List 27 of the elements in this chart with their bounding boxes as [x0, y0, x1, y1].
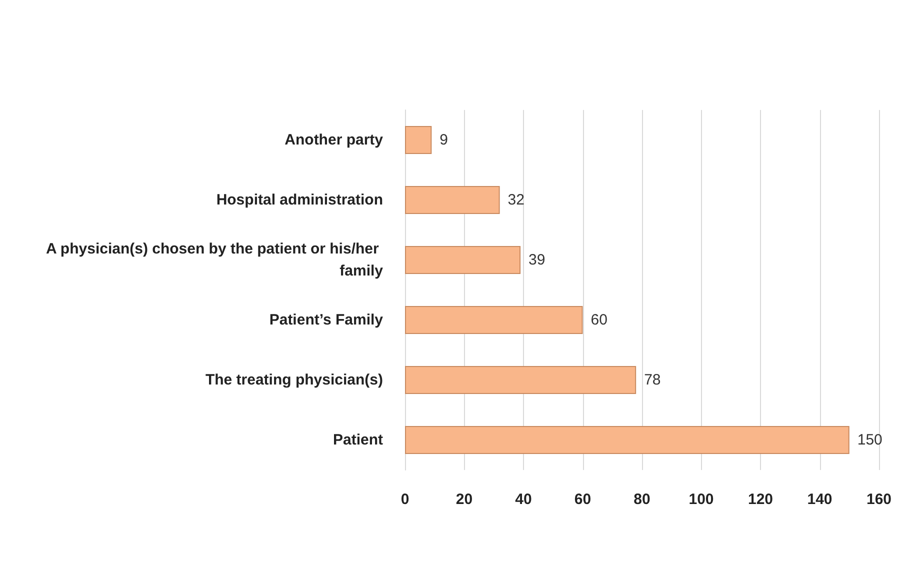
bar	[405, 126, 432, 154]
y-tick-label: The treating physician(s)	[205, 372, 383, 388]
y-tick-label: Another party	[284, 132, 384, 148]
x-tick-label: 100	[688, 491, 714, 508]
x-tick-label: 140	[807, 491, 832, 508]
x-tick-label: 60	[574, 491, 592, 508]
data-label: 32	[508, 192, 524, 208]
bar	[405, 246, 521, 274]
data-label: 78	[644, 372, 661, 388]
y-tick-label: Patient	[332, 432, 383, 448]
x-tick-label: 20	[456, 491, 473, 508]
bar	[405, 366, 636, 394]
bar	[405, 306, 583, 334]
data-label: 39	[528, 252, 546, 268]
x-tick-label: 40	[515, 491, 532, 508]
data-label: 9	[440, 132, 448, 148]
x-tick-label: 160	[866, 491, 892, 508]
y-tick-label: Hospital administration	[216, 192, 383, 208]
x-tick-label: 0	[400, 491, 410, 508]
data-label: 60	[590, 312, 608, 328]
x-tick-label: 120	[748, 491, 774, 508]
y-tick-label: A physician(s) chosen by the patient or his/her family	[46, 240, 384, 280]
y-tick-label: Patient’s Family	[269, 312, 384, 328]
x-tick-label: 80	[634, 491, 650, 508]
bar	[405, 186, 500, 214]
bar	[405, 426, 850, 454]
data-label: 150	[857, 432, 882, 448]
